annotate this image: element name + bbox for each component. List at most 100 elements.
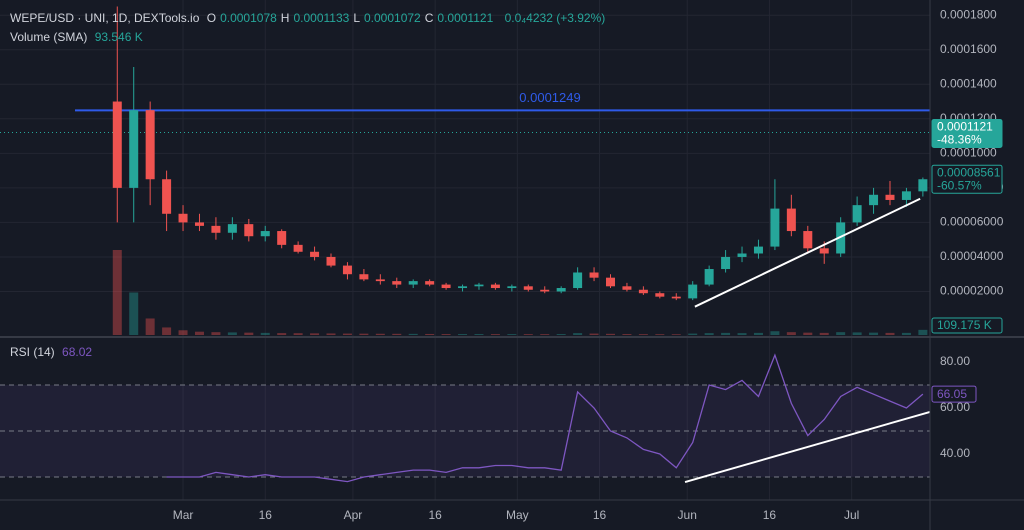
volume-bar	[458, 334, 468, 335]
y-tick-label: 0.00006000	[940, 215, 1004, 229]
volume-bar	[178, 330, 188, 335]
rsi-legend: RSI (14) 68.02	[10, 343, 96, 362]
candle-body	[507, 286, 517, 289]
volume-bar	[589, 333, 599, 335]
rsi-value: 68.02	[62, 345, 93, 359]
volume-bar	[326, 333, 336, 335]
ohlc-value: 0.0001133	[293, 11, 350, 25]
candle-body	[310, 251, 320, 257]
x-tick-label: Apr	[344, 508, 363, 522]
ohlc-label: L	[353, 11, 360, 25]
candle-body	[227, 224, 237, 233]
candle-body	[474, 284, 484, 287]
candle-body	[523, 286, 533, 290]
y-tick-label: 80.00	[940, 354, 970, 368]
y-tick-label: 0.00002000	[940, 284, 1004, 298]
volume-bar	[671, 334, 681, 335]
volume-bar	[112, 250, 122, 335]
price-tag-value: 0.0001121	[937, 120, 993, 134]
x-tick-label: Mar	[173, 508, 194, 522]
volume-label: Volume (SMA)	[10, 30, 88, 44]
candle-body	[244, 224, 254, 237]
volume-bar	[260, 332, 270, 335]
volume-bar	[901, 332, 911, 335]
change: 0.0₄4232 (+3.92%)	[504, 11, 606, 25]
volume-bar	[638, 334, 648, 335]
candle-body	[918, 179, 928, 192]
volume-bar	[277, 333, 287, 335]
volume-tag-label: 109.175 K	[937, 318, 992, 332]
volume-bar	[359, 333, 369, 335]
volume-bar	[688, 333, 698, 335]
candle-body	[408, 281, 418, 285]
volume-bar	[737, 333, 747, 335]
ohlc-value: 0.0001121	[437, 11, 494, 25]
candle-body	[671, 296, 681, 299]
x-tick-label: 16	[259, 508, 273, 522]
volume-bar	[392, 333, 402, 335]
volume-bar	[819, 332, 829, 335]
candle-body	[688, 284, 698, 299]
x-tick-label: 16	[428, 508, 442, 522]
candle-body	[375, 279, 385, 282]
volume-bar	[162, 327, 172, 335]
trend-line	[684, 410, 931, 484]
volume-bar	[770, 331, 780, 335]
candle-body	[293, 244, 303, 252]
candle-body	[655, 293, 665, 297]
volume-bar	[622, 334, 632, 335]
ohlc-label: C	[424, 11, 434, 25]
axis-panel	[930, 0, 1024, 530]
candle-body	[359, 274, 369, 280]
volume-bar	[145, 318, 155, 335]
volume-bar	[490, 334, 500, 335]
ohlc: O 0.0001078 H 0.0001133 L 0.0001072 C 0.0001121	[207, 11, 498, 25]
y-tick-label: 0.00004000	[940, 249, 1004, 263]
volume-bar	[408, 333, 418, 335]
candle-body	[589, 272, 599, 278]
y-tick-label: 0.0001600	[940, 42, 997, 56]
candle-body	[129, 110, 139, 188]
symbol-row: WEPE/USD · UNI, 1D, DEXTools.io O 0.00010…	[10, 9, 609, 28]
volume-sma: 93.546 K	[94, 30, 143, 44]
candle-body	[721, 256, 731, 270]
rsi-line	[166, 353, 924, 483]
volume-bar	[803, 332, 813, 335]
candle-body	[803, 231, 813, 249]
candle-body	[753, 246, 763, 254]
rsi-tag-value: 66.05	[937, 387, 967, 401]
candle-body	[112, 101, 122, 188]
candle-body	[540, 289, 550, 292]
candle-body	[342, 265, 352, 275]
price-tag-value: 0.00008561	[937, 165, 1001, 179]
volume-bar	[441, 334, 451, 335]
volume-bar	[885, 332, 895, 335]
candle-body	[638, 289, 648, 294]
trend-line	[694, 197, 921, 308]
candle-body	[326, 256, 336, 266]
symbol-title: WEPE/USD · UNI, 1D, DEXTools.io	[10, 11, 200, 25]
y-tick-label: 40.00	[940, 446, 970, 460]
volume-bar	[523, 334, 533, 335]
horizontal-line-label: 0.0001249	[519, 90, 580, 105]
ohlc-label: H	[280, 11, 290, 25]
candle-body	[441, 284, 451, 289]
volume-bar	[507, 334, 517, 335]
volume-bar	[194, 331, 204, 335]
y-tick-label: 0.0001800	[940, 7, 997, 21]
candle-body	[770, 208, 780, 247]
volume-bar	[375, 333, 385, 335]
price-tag-change: -60.57%	[937, 178, 982, 192]
volume-bar	[753, 332, 763, 335]
volume-bar	[310, 333, 320, 335]
volume-bar	[869, 332, 879, 335]
volume-bar	[474, 334, 484, 335]
volume-row: Volume (SMA) 93.546 K	[10, 28, 609, 47]
candle-body	[819, 248, 829, 254]
candle-body	[162, 179, 172, 214]
candle-body	[145, 110, 155, 180]
volume-bar	[852, 332, 862, 335]
candle-body	[786, 208, 796, 232]
